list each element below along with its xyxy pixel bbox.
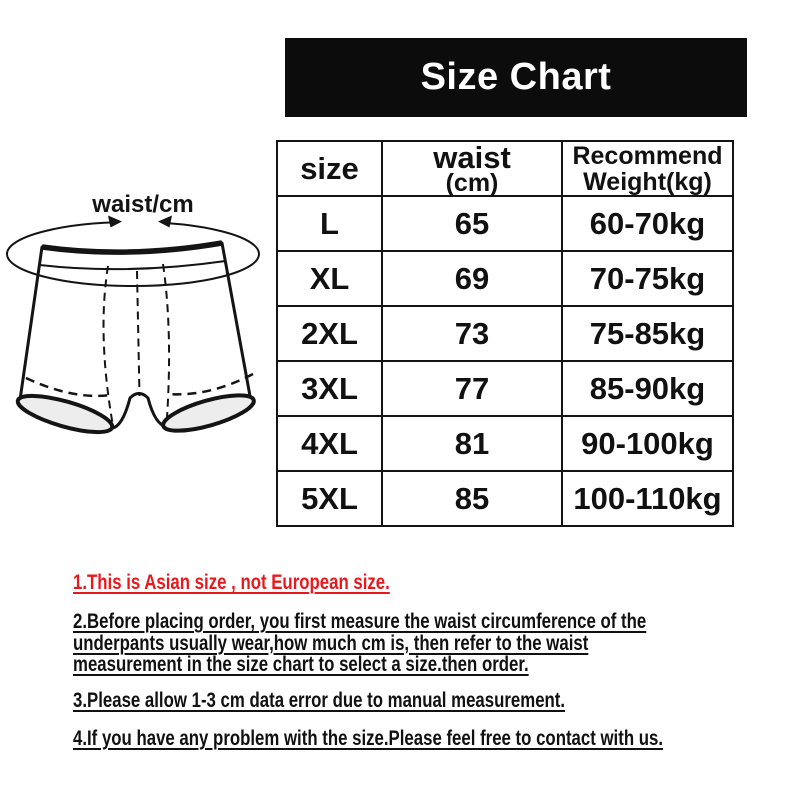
right-leg-opening [161,393,256,433]
measure-arrow-right [158,215,172,228]
cell-waist: 69 [381,250,563,307]
waistband-top-edge [41,240,223,255]
table-row: 2XL 73 75-85kg [276,305,734,362]
table-row: 3XL 77 85-90kg [276,360,734,417]
col-header-weight-label1: Recommend [572,141,723,170]
cell-size: 4XL [276,415,383,472]
cell-waist: 85 [381,470,563,527]
left-hem-dashed [25,376,112,398]
cell-weight: 70-75kg [561,250,734,307]
cell-size: 2XL [276,305,383,362]
measure-arrow-left [108,215,122,228]
pouch-seam-left-dashed [102,265,114,427]
page-title: Size Chart [420,56,612,98]
table-header-row: size waist (cm) Recommend Weight(kg) [276,139,734,197]
waistband-bottom-edge [39,260,226,271]
note-asian-size: 1.This is Asian size , not European size… [73,571,390,594]
col-header-size-label: size [300,151,359,186]
col-header-weight-label2: Weight(kg) [583,167,712,196]
cell-waist: 73 [381,305,563,362]
cell-weight: 90-100kg [561,415,734,472]
cell-size: XL [276,250,383,307]
title-banner: Size Chart [285,38,747,117]
cell-size: L [276,195,383,252]
col-header-size: size [276,140,383,197]
col-header-waist: waist (cm) [381,139,563,197]
table-row: 4XL 81 90-100kg [276,415,734,472]
size-table: size waist (cm) Recommend Weight(kg) L 6… [276,140,734,527]
boxer-diagram: waist/cm [6,191,260,435]
left-leg-opening [15,393,115,435]
col-header-waist-label: waist [433,139,511,175]
cell-waist: 77 [381,360,563,417]
table-row: L 65 60-70kg [276,195,734,252]
waist-label: waist/cm [91,191,193,218]
cell-waist: 81 [381,415,563,472]
note-contact-us: 4.If you have any problem with the size.… [73,727,664,750]
table-row: 5XL 85 100-110kg [276,470,734,527]
cell-weight: 75-85kg [561,305,734,362]
cell-weight: 100-110kg [561,470,734,527]
note-data-error: 3.Please allow 1-3 cm data error due to … [73,689,566,712]
table-row: XL 69 70-75kg [276,250,734,307]
col-header-waist-unit: (cm) [445,168,499,197]
cell-size: 5XL [276,470,383,527]
cell-size: 3XL [276,360,383,417]
col-header-weight: Recommend Weight(kg) [561,140,734,197]
pouch-seam-right-dashed [162,263,171,426]
cell-weight: 60-70kg [561,195,734,252]
pouch-seam-center-dashed [136,270,141,397]
cell-weight: 85-90kg [561,360,734,417]
cell-waist: 65 [381,195,563,252]
note-measure-before-order: 2.Before placing order, you first measur… [73,610,647,676]
right-hem-dashed [167,372,254,396]
